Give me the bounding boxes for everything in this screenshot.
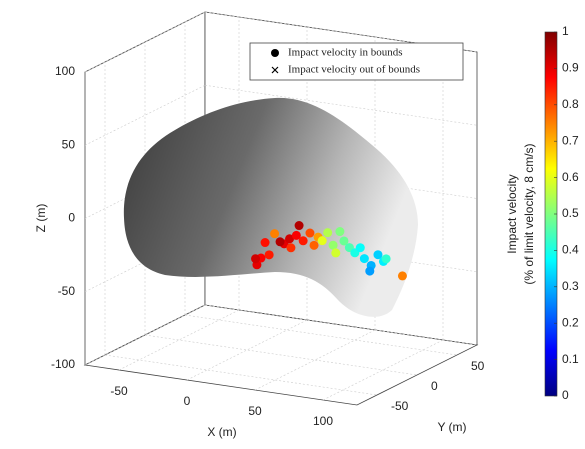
- point: [323, 228, 333, 238]
- y-tick-label: 50: [471, 359, 485, 373]
- z-tick-label: -50: [58, 284, 76, 298]
- x-tick-label: 50: [248, 404, 262, 418]
- point: [331, 248, 341, 258]
- point: [291, 230, 301, 240]
- point: [264, 250, 274, 260]
- point: [309, 240, 319, 250]
- point: [294, 221, 304, 231]
- legend-marker: [271, 66, 279, 74]
- colorbar-label: Impact velocity: [505, 174, 519, 253]
- legend-box: [249, 42, 464, 81]
- point: [270, 229, 280, 239]
- grid-line: [204, 84, 478, 126]
- point: [335, 227, 345, 237]
- colorbar-ticks: 0 0.1 0.2 0.3 0.4 0.5 0.6 0.7 0.8 0.9 1: [554, 24, 579, 402]
- point: [305, 228, 315, 238]
- grid-line: [184, 314, 458, 356]
- z-axis-label: Z (m): [34, 204, 48, 233]
- legend-label: Impact velocity in bounds: [288, 47, 403, 59]
- point: [260, 238, 270, 248]
- y-axis-label: Y (m): [437, 420, 466, 434]
- colorbar-tick-label: 0.1: [562, 352, 579, 366]
- colorbar-tick-label: 1: [562, 24, 569, 38]
- point: [373, 250, 383, 260]
- z-tick-label: 100: [55, 64, 75, 78]
- point: [397, 271, 407, 281]
- colorbar-tick-label: 0.6: [562, 170, 579, 184]
- asteroid-shape: [123, 97, 419, 317]
- colorbar-label: (% of limit velocity, 8 cm/s): [522, 143, 536, 284]
- z-tick-label: 50: [62, 137, 76, 151]
- point: [251, 254, 261, 264]
- point: [365, 266, 375, 276]
- legend-label: Impact velocity out of bounds: [288, 64, 420, 76]
- point: [286, 243, 296, 253]
- point: [359, 254, 369, 264]
- x-tick-label: 100: [313, 414, 333, 428]
- colorbar-tick-label: 0: [562, 388, 569, 402]
- colorbar-tick-label: 0.9: [562, 61, 579, 75]
- x-tick-label: 0: [184, 394, 191, 408]
- point: [381, 254, 391, 264]
- point: [328, 240, 338, 250]
- colorbar-tick-label: 0.8: [562, 97, 579, 111]
- legend: Impact velocity in bounds Impact velocit…: [249, 42, 464, 81]
- z-tick-label: 0: [68, 211, 75, 225]
- grid-line: [144, 334, 418, 376]
- grid-line: [104, 354, 378, 396]
- x-axis-label: X (m): [207, 425, 236, 439]
- point: [298, 236, 308, 246]
- y-tick-label: 0: [431, 379, 438, 393]
- point: [317, 236, 327, 246]
- grid-line: [204, 304, 478, 346]
- point: [275, 237, 285, 247]
- x-tick-label: -50: [110, 384, 128, 398]
- colorbar-tick-label: 0.2: [562, 315, 579, 329]
- points-layer: [251, 221, 407, 281]
- colorbar-tick-label: 0.5: [562, 206, 579, 220]
- point: [285, 234, 295, 244]
- point: [355, 243, 365, 253]
- colorbar-tick-label: 0.3: [562, 279, 579, 293]
- point: [339, 236, 349, 246]
- legend-marker: [271, 49, 279, 57]
- colorbar-tick-label: 0.4: [562, 243, 579, 257]
- y-tick-label: -50: [391, 399, 409, 413]
- z-tick-label: -100: [51, 357, 75, 371]
- colorbar-tick-label: 0.7: [562, 133, 579, 147]
